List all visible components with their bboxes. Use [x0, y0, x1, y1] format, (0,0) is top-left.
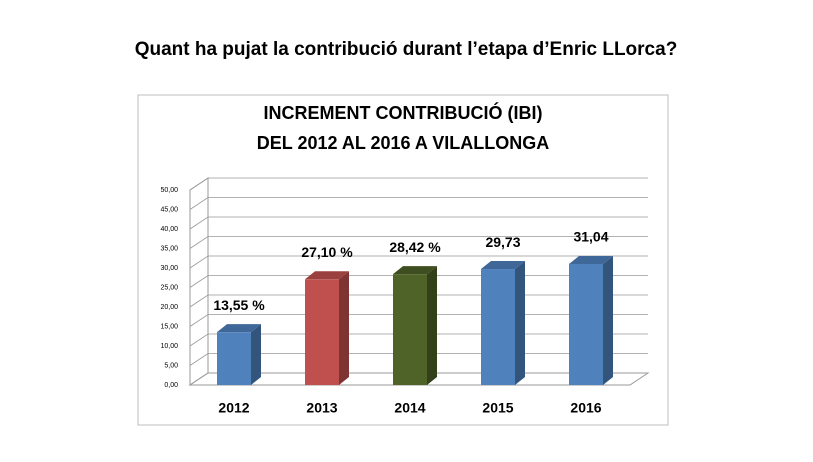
- y-tick-label: 20,00: [160, 304, 178, 311]
- chart-title: DEL 2012 AL 2016 A VILALLONGA: [257, 133, 549, 153]
- chart-title: INCREMENT CONTRIBUCIÓ (IBI): [264, 102, 543, 123]
- y-tick-label: 0,00: [164, 382, 178, 389]
- value-label: 13,55 %: [213, 297, 265, 313]
- x-tick-label: 2012: [218, 400, 249, 416]
- bar-side: [427, 266, 437, 385]
- bar: [305, 279, 339, 385]
- value-label: 28,42 %: [389, 239, 441, 255]
- question: Quant ha pujat la contribució durant l’e…: [135, 39, 678, 60]
- x-tick-label: 2016: [570, 400, 601, 416]
- grid-line: [189, 177, 648, 191]
- grid-line: [189, 216, 648, 230]
- y-tick-label: 15,00: [160, 323, 178, 330]
- y-tick-label: 35,00: [160, 245, 178, 252]
- y-tick-label: 5,00: [164, 362, 178, 369]
- y-tick-label: 25,00: [160, 284, 178, 291]
- y-tick-label: 30,00: [160, 265, 178, 272]
- bar-top: [569, 255, 613, 264]
- y-tick-label: 40,00: [160, 226, 178, 233]
- bar-top: [217, 324, 261, 333]
- value-label: 29,73: [485, 234, 520, 250]
- x-tick-label: 2015: [482, 400, 513, 416]
- x-tick-label: 2013: [306, 400, 337, 416]
- bar-side: [515, 261, 525, 385]
- bar-top: [393, 266, 437, 275]
- value-label: 27,10 %: [301, 244, 353, 260]
- bar-side: [603, 255, 613, 385]
- grid-line: [189, 236, 648, 249]
- bar-side: [251, 324, 261, 385]
- value-label: 31,04: [573, 229, 608, 245]
- bar: [393, 274, 427, 385]
- x-tick-label: 2014: [394, 400, 425, 416]
- y-tick-label: 10,00: [160, 343, 178, 350]
- grid-line: [189, 197, 648, 210]
- bar-side: [339, 271, 349, 385]
- y-tick-label: 50,00: [160, 187, 178, 194]
- bar-top: [305, 271, 349, 280]
- grid-line: [189, 255, 648, 269]
- bar: [217, 332, 251, 385]
- bar: [481, 269, 515, 385]
- bar-top: [481, 261, 525, 270]
- y-tick-label: 45,00: [160, 206, 178, 213]
- bar: [569, 263, 603, 385]
